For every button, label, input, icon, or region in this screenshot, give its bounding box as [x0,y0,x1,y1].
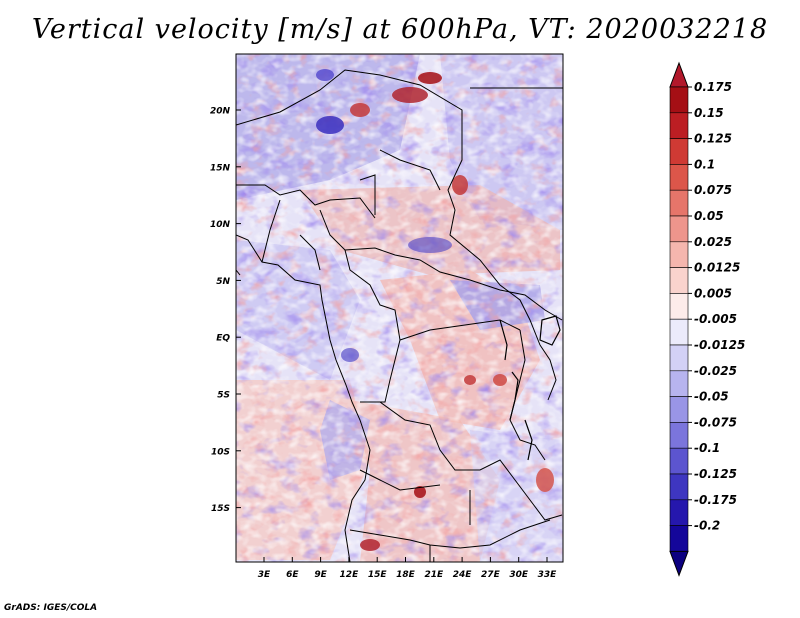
colorbar-label: -0.025 [694,364,737,378]
colorbar-top-arrow [669,61,689,88]
colorbar-swatch [669,189,689,217]
colorbar-swatch [669,370,689,397]
colorbar-label: 0.0125 [694,261,740,275]
lat-label: 10N [210,220,231,230]
colorbar-swatch [669,473,689,501]
colorbar-label: -0.125 [694,467,737,481]
colorbar-label: 0.175 [694,80,732,94]
colorbar-swatch [669,525,689,552]
colorbar-label: -0.2 [694,519,720,533]
colorbar-swatch [669,164,689,191]
lon-label: 21E [424,570,444,580]
colorbar-label: 0.025 [694,235,732,249]
lon-label: 3E [258,570,271,580]
map-frame [235,53,564,563]
colorbar-label: -0.175 [694,493,737,507]
boundaries [236,69,563,562]
lon-label: 6E [286,570,299,580]
longitude-axis: 3E 6E 9E 12E 15E 18E 21E 24E 27E 30E 33E [258,557,557,580]
colorbar-swatch [669,396,689,423]
colorbar-swatch [669,241,689,268]
lon-label: 12E [340,570,360,580]
colorbar-label: -0.1 [694,441,720,455]
colorbar-bottom-arrow [669,550,689,577]
colorbar-swatch [669,86,689,114]
colorbar-swatch [669,318,689,346]
colorbar-swatch [669,499,689,526]
velocity-field [236,54,563,562]
lat-label: 15S [211,504,230,514]
lat-label: 5S [217,391,230,401]
colorbar-label: -0.05 [694,390,729,404]
colorbar-swatch [669,422,689,449]
colorbar-swatch [669,112,689,139]
colorbar-label: 0.05 [694,209,724,223]
lat-label: 15N [210,163,231,173]
colorbar-label: 0.005 [694,286,732,300]
lon-label: 27E [481,570,501,580]
colorbar-swatch [669,447,689,475]
latitude-axis: 20N 15N 10N 5N EQ 5S 10S 15S [210,107,241,514]
lon-label: 18E [396,570,416,580]
grads-credit: GrADS: IGES/COLA [4,603,98,613]
lon-label: 30E [509,570,529,580]
colorbar-swatch [669,293,689,320]
lon-label: 24E [453,570,473,580]
colorbar-label: 0.075 [694,183,732,197]
colorbar-swatch [669,138,689,165]
colorbar-label: 0.1 [694,157,715,171]
lat-label: 20N [210,107,231,117]
colorbar-label: -0.0125 [694,338,745,352]
colorbar-swatch [669,267,689,294]
lat-label: EQ [216,334,230,344]
colorbar-label: 0.125 [694,132,732,146]
lat-label: 5N [216,277,230,287]
colorbar-label: -0.005 [694,312,737,326]
colorbar-label: -0.075 [694,415,737,429]
colorbar-swatch [669,215,689,243]
colorbar-swatch [669,344,689,372]
colorbar-label: 0.15 [694,106,724,120]
lon-label: 15E [368,570,388,580]
lat-label: 10S [211,447,230,457]
colorbar: 0.175 0.15 0.125 0.1 0.075 0.05 0.025 0.0125 0.0… [669,61,745,577]
chart-title: Vertical velocity [m/s] at 600hPa, VT: 2… [31,14,769,45]
lon-label: 33E [538,570,558,580]
lon-label: 9E [314,570,327,580]
